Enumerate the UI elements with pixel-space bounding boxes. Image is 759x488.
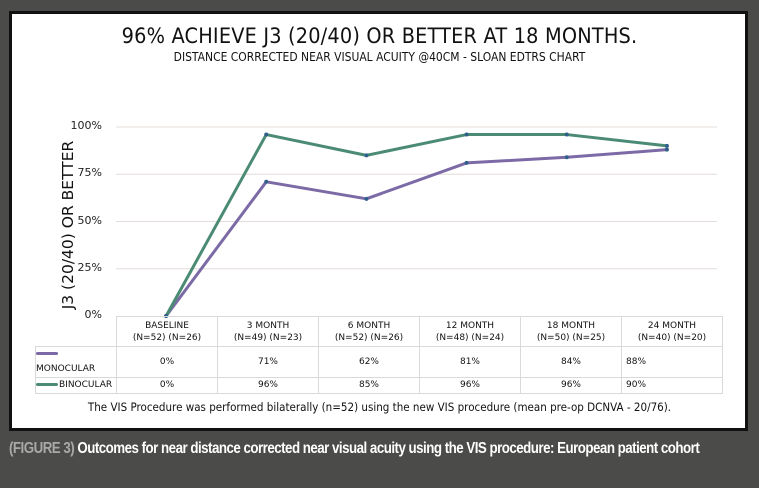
table-cell: 81% <box>419 346 521 378</box>
category-count: (N=50) (N=25) <box>536 332 606 343</box>
data-point-binocular <box>264 132 269 137</box>
table-cell: 62% <box>318 346 420 378</box>
data-point-monocular <box>464 160 469 165</box>
data-point-binocular <box>564 132 569 137</box>
table-cell: 84% <box>520 346 622 378</box>
category-label: 12 MONTH <box>445 320 495 331</box>
legend-entry-monocular: MONOCULAR <box>35 346 117 378</box>
table-header-cell: 3 MONTH (N=49) (N=23) <box>217 316 319 347</box>
table-header-cell: 18 MONTH (N=50) (N=25) <box>520 316 622 347</box>
table-cell: 85% <box>318 377 420 394</box>
table-cell: 0% <box>116 377 218 394</box>
chart-footnote: The VIS Procedure was performed bilatera… <box>87 400 672 414</box>
table-cell: 88% <box>621 346 723 378</box>
y-tick-label: 75% <box>77 166 102 179</box>
legend-label: MONOCULAR <box>36 364 96 374</box>
category-label: 24 MONTH <box>647 320 697 331</box>
category-label: BASELINE <box>145 320 189 331</box>
legend-key-binocular <box>36 383 58 386</box>
caption-text: Outcomes for near distance corrected nea… <box>74 440 700 457</box>
table-header-cell: 12 MONTH (N=48) (N=24) <box>419 316 521 347</box>
data-table: BASELINE (N=52) (N=26) 3 MONTH (N=49) (N=2… <box>35 316 723 394</box>
category-count: (N=49) (N=23) <box>233 332 303 343</box>
series-line-binocular <box>164 133 668 317</box>
category-label: 18 MONTH <box>546 320 596 331</box>
y-tick-label: 25% <box>77 261 102 274</box>
table-cell: 96% <box>217 377 319 394</box>
table-cell: 96% <box>419 377 521 394</box>
table-cell: 96% <box>520 377 622 394</box>
chart-subtitle: DISTANCE CORRECTED NEAR VISUAL ACUITY @4… <box>173 49 586 64</box>
figure-caption: (FIGURE 3) Outcomes for near distance co… <box>9 438 749 460</box>
data-point-binocular <box>464 132 469 137</box>
data-point-monocular <box>364 196 369 201</box>
data-point-binocular <box>364 153 369 158</box>
table-cell: 90% <box>621 377 723 394</box>
table-cell: 0% <box>116 346 218 378</box>
figure-label: (FIGURE 3) <box>9 440 75 457</box>
category-count: (N=52) (N=26) <box>132 332 202 343</box>
series-line-monocular <box>164 148 668 317</box>
table-header-row: BASELINE (N=52) (N=26) 3 MONTH (N=49) (N=2… <box>35 316 723 347</box>
legend-key-monocular <box>36 352 58 355</box>
data-point-monocular <box>564 155 569 160</box>
legend-entry-binocular: BINOCULAR <box>35 377 117 394</box>
y-tick-label: 100% <box>70 119 102 132</box>
table-header-cell: 6 MONTH (N=52) (N=26) <box>318 316 420 347</box>
data-point-binocular <box>664 143 669 148</box>
data-point-monocular <box>264 179 269 184</box>
category-label: 3 MONTH <box>246 320 290 331</box>
data-point-monocular <box>664 147 669 152</box>
table-header-cell: BASELINE (N=52) (N=26) <box>116 316 218 347</box>
table-header-cell: 24 MONTH (N=40) (N=20) <box>621 316 723 347</box>
table-row-binocular: BINOCULAR 0% 96% 85% 96% 96% 90% <box>35 377 723 394</box>
category-count: (N=48) (N=24) <box>435 332 505 343</box>
category-count: (N=40) (N=20) <box>637 332 707 343</box>
legend-label: BINOCULAR <box>59 380 113 390</box>
category-label: 6 MONTH <box>347 320 391 331</box>
table-corner <box>35 316 117 347</box>
y-tick-label: 50% <box>77 214 102 227</box>
table-row-monocular: MONOCULAR 0% 71% 62% 81% 84% 88% <box>35 346 723 378</box>
table-cell: 71% <box>217 346 319 378</box>
category-count: (N=52) (N=26) <box>334 332 404 343</box>
chart-title: 96% ACHIEVE J3 (20/40) OR BETTER AT 18 M… <box>121 24 638 48</box>
